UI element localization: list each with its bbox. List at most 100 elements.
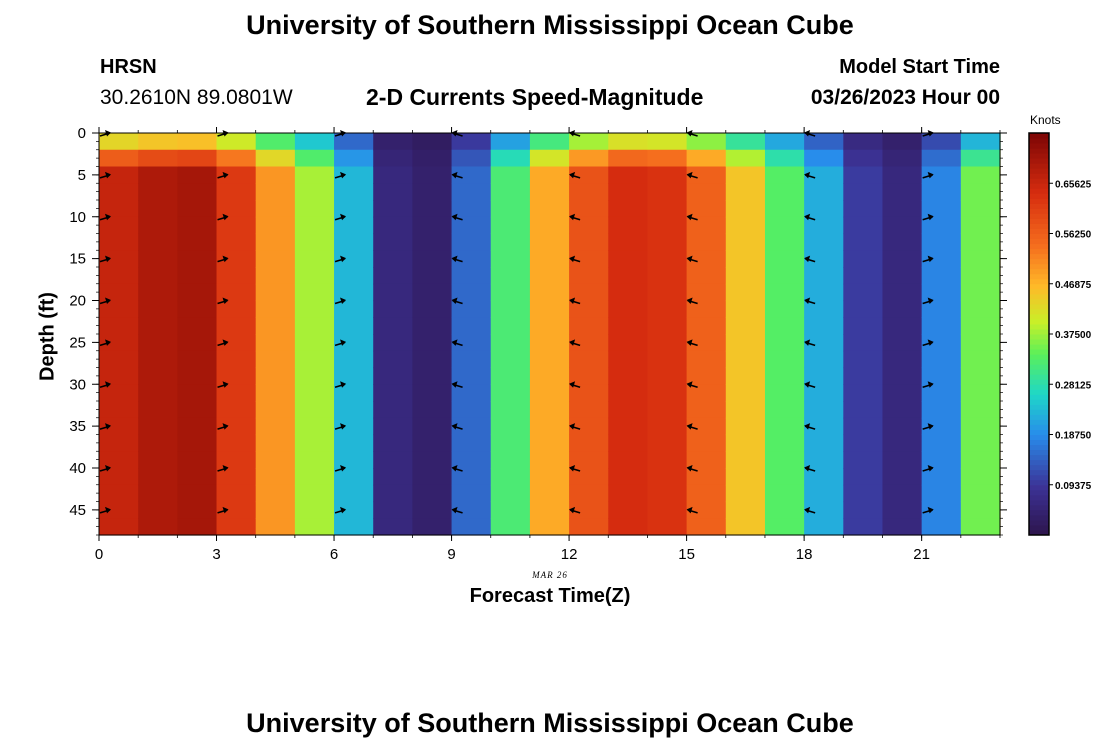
current-arrow	[804, 423, 816, 430]
current-arrow	[922, 465, 934, 472]
heatmap-cell	[608, 250, 649, 268]
date-label: MAR 26	[532, 570, 568, 580]
heatmap-cell	[177, 501, 218, 519]
current-arrow	[217, 255, 229, 263]
heatmap-cell	[921, 451, 962, 469]
heatmap-cell	[255, 317, 296, 335]
heatmap-cell	[334, 417, 374, 436]
heatmap-cell	[490, 401, 531, 419]
heatmap-cell	[764, 518, 805, 536]
heatmap-cell	[804, 401, 844, 419]
heatmap-cell	[255, 501, 296, 519]
heatmap-cell	[921, 518, 962, 536]
heatmap-cell	[569, 233, 609, 251]
heatmap-cell	[490, 166, 531, 184]
heatmap-cell	[882, 317, 923, 335]
heatmap-cell	[608, 417, 649, 436]
colorbar-segment	[1029, 198, 1049, 204]
heatmap-cell	[373, 149, 413, 168]
heatmap-cell	[177, 484, 218, 503]
heatmap-cell	[294, 183, 335, 201]
heatmap-cell	[373, 250, 413, 268]
heatmap-cell	[647, 501, 688, 519]
heatmap-cell	[608, 401, 649, 419]
heatmap-cell	[960, 216, 1001, 235]
heatmap-cell	[843, 484, 884, 503]
heatmap-cell	[138, 468, 178, 486]
heatmap-cell	[334, 334, 374, 352]
colorbar-segment	[1029, 328, 1049, 335]
heatmap-cell	[960, 434, 1001, 452]
colorbar-segment	[1029, 313, 1049, 320]
current-arrow	[686, 255, 698, 263]
heatmap-cell	[686, 501, 727, 519]
heatmap-cell	[138, 334, 178, 352]
heatmap-cell	[334, 518, 374, 536]
heatmap-cell	[138, 518, 178, 536]
heatmap-cell	[334, 384, 374, 402]
heatmap-cell	[960, 133, 1001, 151]
heatmap-cell	[255, 183, 296, 201]
heatmap-cell	[334, 166, 374, 184]
current-arrow	[334, 423, 347, 430]
colorbar-segment	[1029, 429, 1049, 435]
heatmap-cell	[804, 149, 844, 168]
heatmap-cell	[569, 367, 609, 385]
heatmap-cell	[294, 417, 335, 436]
heatmap-cell	[804, 216, 844, 235]
colorbar-segment	[1029, 509, 1049, 516]
heatmap-cell	[804, 468, 844, 486]
heatmap-cell	[882, 401, 923, 419]
heatmap-cell	[373, 417, 413, 436]
heatmap-cell	[255, 367, 296, 385]
heatmap-cell	[373, 133, 413, 151]
heatmap-cell	[529, 183, 570, 201]
heatmap-cell	[451, 518, 492, 536]
heatmap-cell	[725, 283, 766, 302]
heatmap-cell	[725, 451, 766, 469]
heatmap-cell	[99, 451, 139, 469]
heatmap-cell	[294, 401, 335, 419]
current-arrow	[922, 297, 934, 305]
heatmap-cell	[177, 200, 218, 218]
heatmap-cell	[804, 501, 844, 519]
heatmap-cell	[608, 367, 649, 385]
heatmap-cell	[882, 417, 923, 436]
heatmap-cell	[451, 401, 492, 419]
heatmap-cell	[921, 200, 962, 218]
heatmap-cell	[334, 183, 374, 201]
heatmap-cell	[138, 434, 178, 452]
heatmap-cell	[99, 267, 139, 285]
y-tick-label: 30	[69, 376, 86, 393]
colorbar-segment	[1029, 263, 1049, 270]
colorbar-segment	[1029, 449, 1049, 456]
colorbar-segment	[1029, 384, 1049, 390]
heatmap-cell	[764, 200, 805, 218]
heatmap-cell	[882, 200, 923, 218]
heatmap-cell	[843, 267, 884, 285]
heatmap-cell	[960, 484, 1001, 503]
heatmap-cell	[529, 334, 570, 352]
colorbar-segment	[1029, 454, 1049, 461]
colorbar-segment	[1029, 334, 1049, 340]
heatmap-cell	[725, 200, 766, 218]
heatmap-cell	[960, 367, 1001, 385]
heatmap-cell	[882, 267, 923, 285]
heatmap-cell	[294, 300, 335, 318]
heatmap-cell	[843, 501, 884, 519]
current-arrow	[451, 297, 463, 305]
heatmap-cell	[647, 468, 688, 486]
current-arrow	[217, 381, 229, 389]
heatmap-cell	[764, 317, 805, 335]
heatmap-cell	[647, 233, 688, 251]
heatmap-cell	[529, 350, 570, 369]
heatmap-cell	[99, 317, 139, 335]
current-arrow	[334, 171, 347, 179]
heatmap-cell	[569, 451, 609, 469]
heatmap-cell	[412, 401, 453, 419]
colorbar-segment	[1029, 484, 1049, 491]
heatmap-cell	[255, 267, 296, 285]
heatmap-cell	[490, 518, 531, 536]
colorbar-segment	[1029, 494, 1049, 501]
heatmap-cell	[725, 501, 766, 519]
